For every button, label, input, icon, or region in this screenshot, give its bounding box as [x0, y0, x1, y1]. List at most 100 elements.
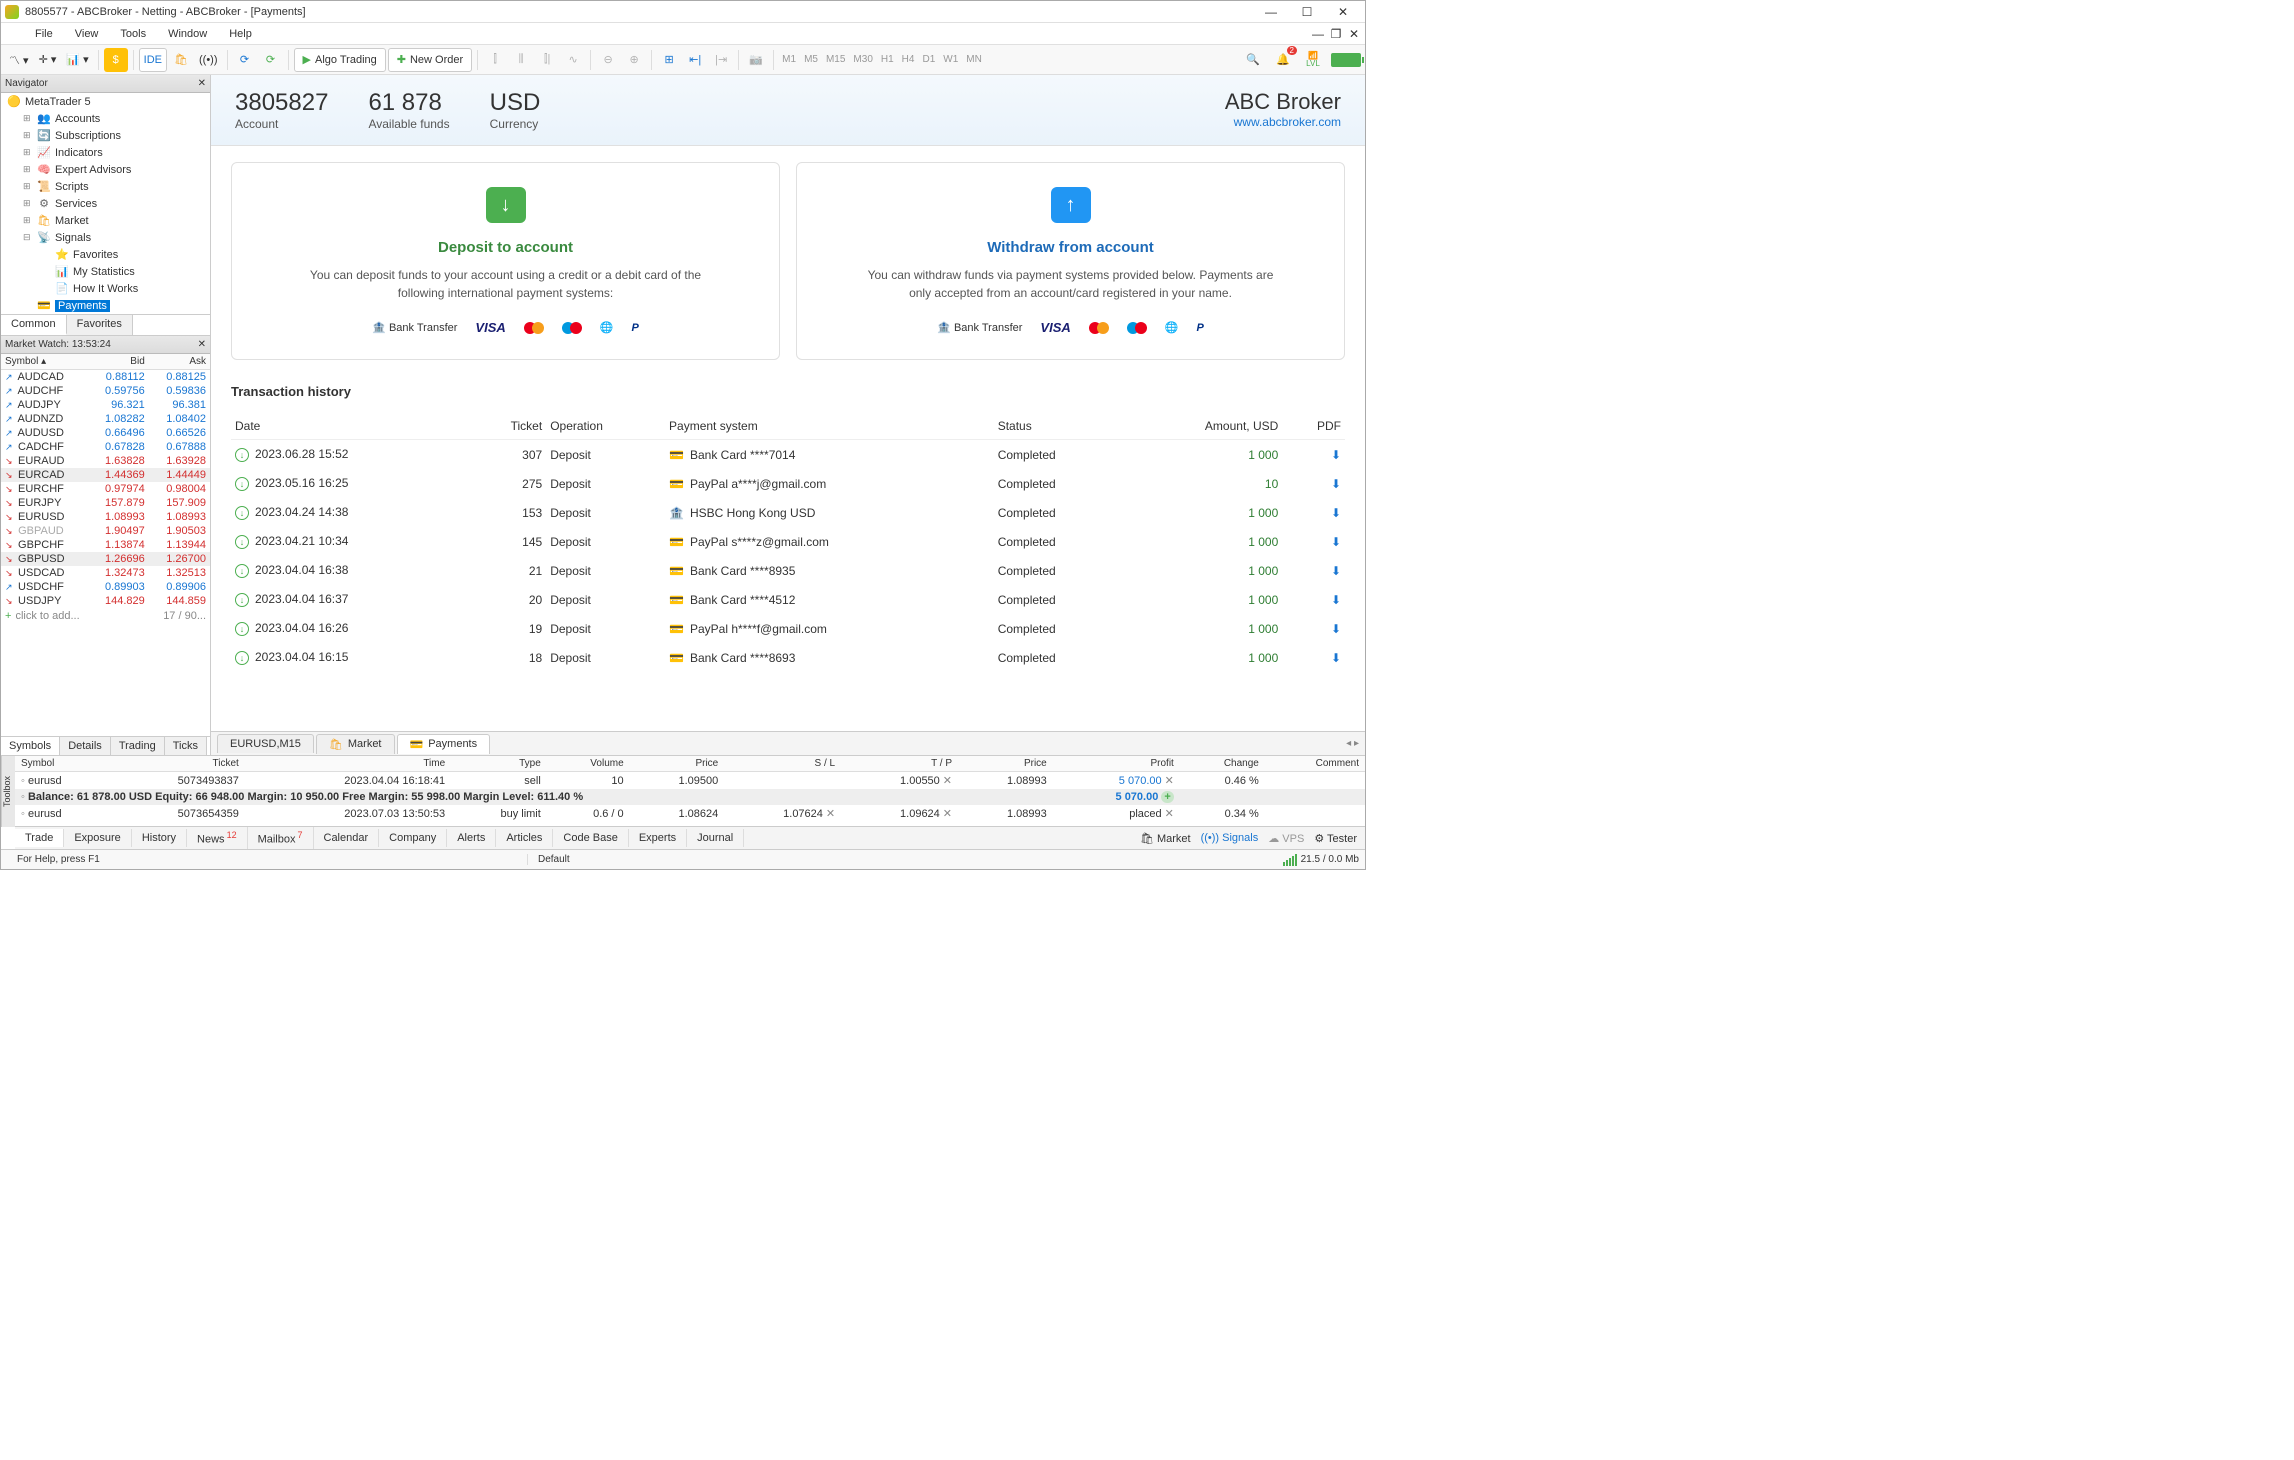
txcol-pdf[interactable]: PDF	[1282, 413, 1345, 440]
tf-m1[interactable]: M1	[779, 54, 799, 65]
tree-item[interactable]: ⊞📈Indicators	[1, 144, 210, 161]
term-market[interactable]: 🛍 Market	[1140, 832, 1191, 845]
term-tab[interactable]: News12	[187, 827, 248, 849]
shift-icon[interactable]: |⇥	[709, 48, 733, 72]
bar-icon[interactable]: ⫼	[509, 48, 533, 72]
term-col[interactable]: Change	[1180, 756, 1265, 772]
tx-row[interactable]: ↓2023.05.16 16:25275Deposit💳PayPal a****…	[231, 469, 1345, 498]
mw-row[interactable]: ↘ EURCHF0.979740.98004	[1, 482, 210, 496]
menu-file[interactable]: File	[25, 26, 63, 42]
term-tab[interactable]: Mailbox7	[248, 827, 314, 849]
algo-trading-button[interactable]: ▶Algo Trading	[294, 48, 386, 72]
search-icon[interactable]: 🔍	[1241, 48, 1265, 72]
term-tab[interactable]: History	[132, 829, 187, 847]
txcol-op[interactable]: Operation	[546, 413, 665, 440]
term-tab[interactable]: Company	[379, 829, 447, 847]
mw-col-bid[interactable]: Bid	[88, 354, 149, 370]
txcol-amt[interactable]: Amount, USD	[1123, 413, 1282, 440]
mw-row[interactable]: ↘ EURCAD1.443691.44449	[1, 468, 210, 482]
doctab-market[interactable]: 🛍Market	[316, 734, 395, 754]
mdi-max[interactable]: ❐	[1327, 27, 1345, 41]
term-tester[interactable]: ⚙ Tester	[1314, 832, 1357, 845]
term-col[interactable]: Ticket	[111, 756, 245, 772]
tx-row[interactable]: ↓2023.04.04 16:1518Deposit💳Bank Card ***…	[231, 643, 1345, 672]
zoom-in-icon[interactable]: ⊕	[622, 48, 646, 72]
tf-m15[interactable]: M15	[823, 54, 848, 65]
nav-tab-common[interactable]: Common	[1, 315, 67, 335]
term-tab[interactable]: Journal	[687, 829, 744, 847]
tx-row[interactable]: ↓2023.04.24 14:38153Deposit🏦HSBC Hong Ko…	[231, 498, 1345, 527]
scroll-icon[interactable]: ⇤|	[683, 48, 707, 72]
tf-w1[interactable]: W1	[940, 54, 961, 65]
txcol-ticket[interactable]: Ticket	[469, 413, 546, 440]
tree-item[interactable]: 📄How It Works	[1, 280, 210, 297]
doctab-nav[interactable]: ◂ ▸	[1346, 738, 1359, 749]
mw-col-symbol[interactable]: Symbol ▴	[1, 354, 88, 370]
grid-icon[interactable]: ⊞	[657, 48, 681, 72]
mdi-close[interactable]: ✕	[1345, 27, 1363, 41]
candle-icon[interactable]: ⫿	[483, 48, 507, 72]
mw-row[interactable]: ↗ AUDUSD0.664960.66526	[1, 426, 210, 440]
term-col[interactable]: Type	[451, 756, 547, 772]
mw-tab[interactable]: Symbols	[1, 737, 60, 755]
term-col[interactable]: Comment	[1265, 756, 1365, 772]
bars-icon[interactable]: 📊 ▾	[62, 48, 92, 72]
mw-add-row[interactable]: +click to add...17 / 90...	[1, 608, 210, 624]
term-col[interactable]: Price	[958, 756, 1053, 772]
mw-row[interactable]: ↘ USDJPY144.829144.859	[1, 594, 210, 608]
txcol-ps[interactable]: Payment system	[665, 413, 994, 440]
term-col[interactable]: S / L	[724, 756, 841, 772]
doctab-payments[interactable]: 💳Payments	[397, 734, 491, 754]
term-tab[interactable]: Calendar	[314, 829, 380, 847]
mw-row[interactable]: ↘ EURJPY157.879157.909	[1, 496, 210, 510]
ide-button[interactable]: IDE	[139, 48, 167, 72]
minimize-button[interactable]: —	[1253, 1, 1289, 23]
signals-icon[interactable]: ((•))	[195, 48, 222, 72]
tf-d1[interactable]: D1	[919, 54, 938, 65]
tf-m5[interactable]: M5	[801, 54, 821, 65]
tree-item[interactable]: ⭐Favorites	[1, 246, 210, 263]
toolbox-label[interactable]: Toolbox	[1, 756, 15, 827]
tx-row[interactable]: ↓2023.06.28 15:52307Deposit💳Bank Card **…	[231, 440, 1345, 470]
term-col[interactable]: T / P	[841, 756, 958, 772]
mw-row[interactable]: ↗ AUDNZD1.082821.08402	[1, 412, 210, 426]
zoom-out-icon[interactable]: ⊖	[596, 48, 620, 72]
tree-payments[interactable]: 💳Payments	[1, 297, 210, 314]
mdi-min[interactable]: —	[1309, 27, 1327, 41]
mw-tab[interactable]: Trading	[111, 737, 165, 755]
term-tab[interactable]: Experts	[629, 829, 687, 847]
refresh-green-icon[interactable]: ⟳	[259, 48, 283, 72]
mw-tab[interactable]: Ticks	[165, 737, 207, 755]
mw-row[interactable]: ↘ USDCAD1.324731.32513	[1, 566, 210, 580]
term-tab[interactable]: Trade	[15, 829, 64, 847]
navigator-close-icon[interactable]: ✕	[198, 78, 206, 89]
tree-item[interactable]: 📊My Statistics	[1, 263, 210, 280]
mw-row[interactable]: ↗ USDCHF0.899030.89906	[1, 580, 210, 594]
dollar-icon[interactable]: $	[104, 48, 128, 72]
tree-item[interactable]: ⊞👥Accounts	[1, 110, 210, 127]
tf-m30[interactable]: M30	[850, 54, 875, 65]
tree-item[interactable]: ⊞🔄Subscriptions	[1, 127, 210, 144]
mw-tab[interactable]: Details	[60, 737, 111, 755]
term-tab[interactable]: Alerts	[447, 829, 496, 847]
tf-mn[interactable]: MN	[963, 54, 985, 65]
mw-row[interactable]: ↗ AUDJPY96.32196.381	[1, 398, 210, 412]
deposit-card[interactable]: ↓ Deposit to account You can deposit fun…	[231, 162, 780, 360]
term-row[interactable]: ◦ eurusd50734938372023.04.04 16:18:41sel…	[15, 772, 1365, 790]
tree-item[interactable]: ⊞⚙Services	[1, 195, 210, 212]
term-col[interactable]: Price	[630, 756, 725, 772]
tx-row[interactable]: ↓2023.04.04 16:3821Deposit💳Bank Card ***…	[231, 556, 1345, 585]
term-vps[interactable]: ☁ VPS	[1268, 832, 1304, 845]
tx-row[interactable]: ↓2023.04.04 16:3720Deposit💳Bank Card ***…	[231, 585, 1345, 614]
mw-row[interactable]: ↘ EURUSD1.089931.08993	[1, 510, 210, 524]
tx-row[interactable]: ↓2023.04.04 16:2619Deposit💳PayPal h****f…	[231, 614, 1345, 643]
tree-root[interactable]: 🟡MetaTrader 5	[1, 93, 210, 110]
tree-signals[interactable]: ⊟📡Signals	[1, 229, 210, 246]
mw-row[interactable]: ↗ CADCHF0.678280.67888	[1, 440, 210, 454]
mw-row[interactable]: ↗ AUDCHF0.597560.59836	[1, 384, 210, 398]
lvl-icon[interactable]: 📶LVL	[1301, 48, 1325, 72]
term-col[interactable]: Volume	[547, 756, 630, 772]
mw-row[interactable]: ↘ GBPUSD1.266961.26700	[1, 552, 210, 566]
alerts-icon[interactable]: 🔔2	[1271, 48, 1295, 72]
doctab-eurusd[interactable]: EURUSD,M15	[217, 734, 314, 753]
